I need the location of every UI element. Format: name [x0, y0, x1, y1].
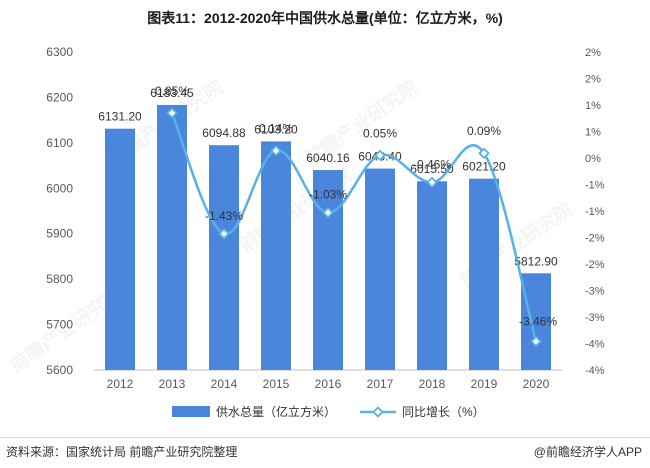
growth-marker	[530, 335, 542, 348]
x-tick-label: 2012	[107, 377, 134, 391]
growth-value-label: 0.09%	[467, 124, 501, 138]
chart: 前瞻产业研究院前瞻产业研究院前瞻产业研究院前瞻产业研究院前瞻产业研究院 5600…	[5, 45, 605, 419]
growth-marker	[218, 228, 230, 240]
bar-series	[105, 104, 551, 371]
bar	[157, 104, 187, 371]
bar	[261, 141, 291, 370]
growth-value-labels: 0.85% -1.43% 0.14% -1.03% 0.05% -0.46% 0.09% -3…	[155, 84, 557, 328]
growth-marker	[374, 149, 386, 162]
x-axis: 2012 2013 2014 2015 2016 2017 2018 2019 2020	[94, 369, 562, 391]
right-axis: -4% -4% -3% -3% -2% -2% -1% -1% 0% 1% 1% 2% 2%	[585, 47, 605, 377]
right-tick-label: -4%	[585, 365, 605, 377]
growth-value-label: 0.05%	[363, 126, 397, 140]
growth-marker	[166, 107, 178, 119]
growth-marker	[270, 144, 282, 157]
growth-value-label: 0.14%	[259, 122, 293, 136]
growth-marker	[322, 206, 334, 219]
left-tick-label: 5800	[46, 272, 73, 286]
bar-value-label: 6131.20	[98, 110, 142, 124]
growth-line-series	[166, 107, 542, 348]
left-tick-label: 6000	[46, 181, 73, 195]
growth-value-label: -3.46%	[519, 314, 557, 328]
x-tick-label: 2019	[471, 377, 498, 391]
footer-divider	[0, 437, 650, 438]
bar-value-label: 6103.20	[254, 122, 298, 136]
bar-value-label: 6021.20	[462, 160, 506, 174]
growth-marker	[478, 147, 490, 160]
bar-value-label: 6094.88	[202, 126, 246, 140]
x-tick-label: 2016	[315, 377, 342, 391]
legend-label-bar: 供水总量（亿立方米）	[216, 404, 336, 419]
right-tick-label: 2%	[585, 47, 601, 59]
growth-value-label: -0.46%	[413, 157, 451, 171]
growth-value-label: -1.03%	[309, 188, 347, 202]
left-tick-label: 5600	[46, 363, 73, 377]
bar	[365, 168, 395, 370]
brand-credit: @前瞻经济学人APP	[533, 445, 642, 459]
right-tick-label: -4%	[585, 339, 605, 351]
x-tick-label: 2017	[367, 377, 394, 391]
bar-value-label: 6015.50	[410, 162, 454, 176]
legend: 供水总量（亿立方米） 同比增长（%）	[172, 404, 485, 419]
growth-marker	[426, 176, 438, 189]
left-tick-label: 6300	[46, 45, 73, 59]
right-tick-label: -2%	[585, 233, 605, 245]
right-tick-label: 1%	[585, 127, 601, 139]
x-tick-label: 2020	[523, 377, 550, 391]
right-tick-label: -3%	[585, 312, 605, 324]
right-tick-label: 0%	[585, 153, 601, 165]
bar-value-label: 6040.16	[306, 151, 350, 165]
bar-value-label: 5812.90	[514, 254, 558, 268]
legend-swatch-bar	[172, 406, 210, 417]
legend-label-line: 同比增长（%）	[402, 405, 485, 419]
x-tick-label: 2015	[263, 377, 290, 391]
legend-swatch-marker	[372, 406, 384, 418]
x-tick-label: 2014	[211, 377, 238, 391]
bar-value-labels: 6131.206183.456094.886103.206040.166043.…	[98, 86, 558, 268]
left-tick-label: 6200	[46, 90, 73, 104]
chart-title: 图表11：2012-2020年中国供水总量(单位：亿立方米，%)	[147, 10, 503, 26]
bar-value-label: 6183.45	[150, 86, 194, 100]
right-tick-label: 1%	[585, 100, 601, 112]
source-note: 资料来源：国家统计局 前瞻产业研究院整理	[6, 445, 238, 459]
bar	[313, 170, 343, 370]
growth-value-label: 0.85%	[155, 84, 189, 98]
growth-value-label: -1.43%	[205, 209, 243, 223]
x-tick-label: 2013	[159, 377, 186, 391]
bar	[417, 181, 447, 370]
right-tick-label: -3%	[585, 286, 605, 298]
right-tick-label: -1%	[585, 180, 605, 192]
bar	[105, 128, 135, 370]
bar	[521, 273, 551, 370]
x-tick-label: 2018	[419, 377, 446, 391]
bar	[469, 178, 499, 370]
right-tick-label: -2%	[585, 259, 605, 271]
left-tick-label: 6100	[46, 136, 73, 150]
right-tick-label: -1%	[585, 206, 605, 218]
right-tick-label: 2%	[585, 74, 601, 86]
left-tick-label: 5900	[46, 227, 73, 241]
bar	[209, 145, 239, 370]
left-tick-label: 5700	[46, 318, 73, 332]
left-axis: 5600 5700 5800 5900 6000 6100 6200 6300	[46, 45, 73, 377]
